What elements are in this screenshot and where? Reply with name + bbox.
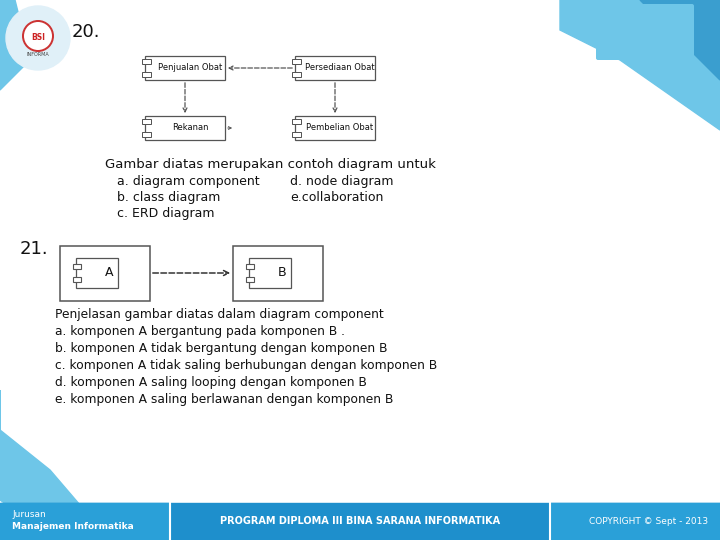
Text: e.collaboration: e.collaboration: [290, 191, 383, 204]
Circle shape: [24, 22, 52, 50]
Polygon shape: [0, 0, 30, 90]
Bar: [295, 56, 375, 80]
Bar: [292, 119, 300, 124]
Text: Gambar diatas merupakan contoh diagram untuk: Gambar diatas merupakan contoh diagram u…: [105, 158, 436, 171]
Text: d. node diagram: d. node diagram: [290, 175, 394, 188]
Text: b. class diagram: b. class diagram: [117, 191, 220, 204]
Text: Pembelian Obat: Pembelian Obat: [307, 124, 374, 132]
Bar: [550, 503, 720, 540]
Bar: [600, 8, 690, 58]
Text: Manajemen Informatika: Manajemen Informatika: [12, 522, 134, 531]
Circle shape: [22, 20, 54, 52]
Text: Penjualan Obat: Penjualan Obat: [158, 64, 222, 72]
Bar: [0, 503, 720, 540]
Text: Jurusan: Jurusan: [12, 510, 46, 519]
Bar: [292, 59, 300, 64]
Polygon shape: [640, 0, 720, 80]
Polygon shape: [0, 390, 110, 540]
Text: Rekanan: Rekanan: [172, 124, 208, 132]
Text: b. komponen A tidak bergantung dengan komponen B: b. komponen A tidak bergantung dengan ko…: [55, 342, 387, 355]
Text: Penjelasan gambar diatas dalam diagram component: Penjelasan gambar diatas dalam diagram c…: [55, 308, 384, 321]
Bar: [292, 72, 300, 77]
Bar: [142, 72, 150, 77]
Text: COPYRIGHT © Sept - 2013: COPYRIGHT © Sept - 2013: [589, 516, 708, 525]
Bar: [73, 277, 81, 282]
Bar: [295, 116, 375, 140]
Bar: [233, 246, 323, 300]
Text: c. ERD diagram: c. ERD diagram: [117, 207, 215, 220]
Text: 21.: 21.: [20, 240, 49, 258]
Text: c. komponen A tidak saling berhubungan dengan komponen B: c. komponen A tidak saling berhubungan d…: [55, 359, 437, 372]
Bar: [145, 116, 225, 140]
Bar: [145, 56, 225, 80]
Text: PROGRAM DIPLOMA III BINA SARANA INFORMATIKA: PROGRAM DIPLOMA III BINA SARANA INFORMAT…: [220, 516, 500, 526]
Bar: [76, 258, 118, 288]
Text: a. diagram component: a. diagram component: [117, 175, 260, 188]
Text: Persediaan Obat: Persediaan Obat: [305, 64, 375, 72]
Bar: [0, 503, 170, 540]
Bar: [142, 119, 150, 124]
Text: A: A: [104, 267, 113, 280]
Bar: [142, 59, 150, 64]
Text: B: B: [278, 267, 287, 280]
Polygon shape: [560, 0, 720, 130]
Bar: [60, 246, 150, 300]
FancyBboxPatch shape: [596, 4, 694, 60]
Bar: [246, 277, 254, 282]
Bar: [142, 132, 150, 137]
Bar: [292, 132, 300, 137]
Bar: [249, 258, 291, 288]
Bar: [73, 264, 81, 269]
Circle shape: [6, 6, 70, 70]
Text: BSI: BSI: [31, 33, 45, 43]
Bar: [246, 264, 254, 269]
Text: d. komponen A saling looping dengan komponen B: d. komponen A saling looping dengan komp…: [55, 376, 367, 389]
Text: 20.: 20.: [72, 23, 101, 41]
Text: a. komponen A bergantung pada komponen B .: a. komponen A bergantung pada komponen B…: [55, 325, 345, 338]
Text: INFORMA: INFORMA: [27, 52, 50, 57]
Text: e. komponen A saling berlawanan dengan komponen B: e. komponen A saling berlawanan dengan k…: [55, 393, 393, 406]
